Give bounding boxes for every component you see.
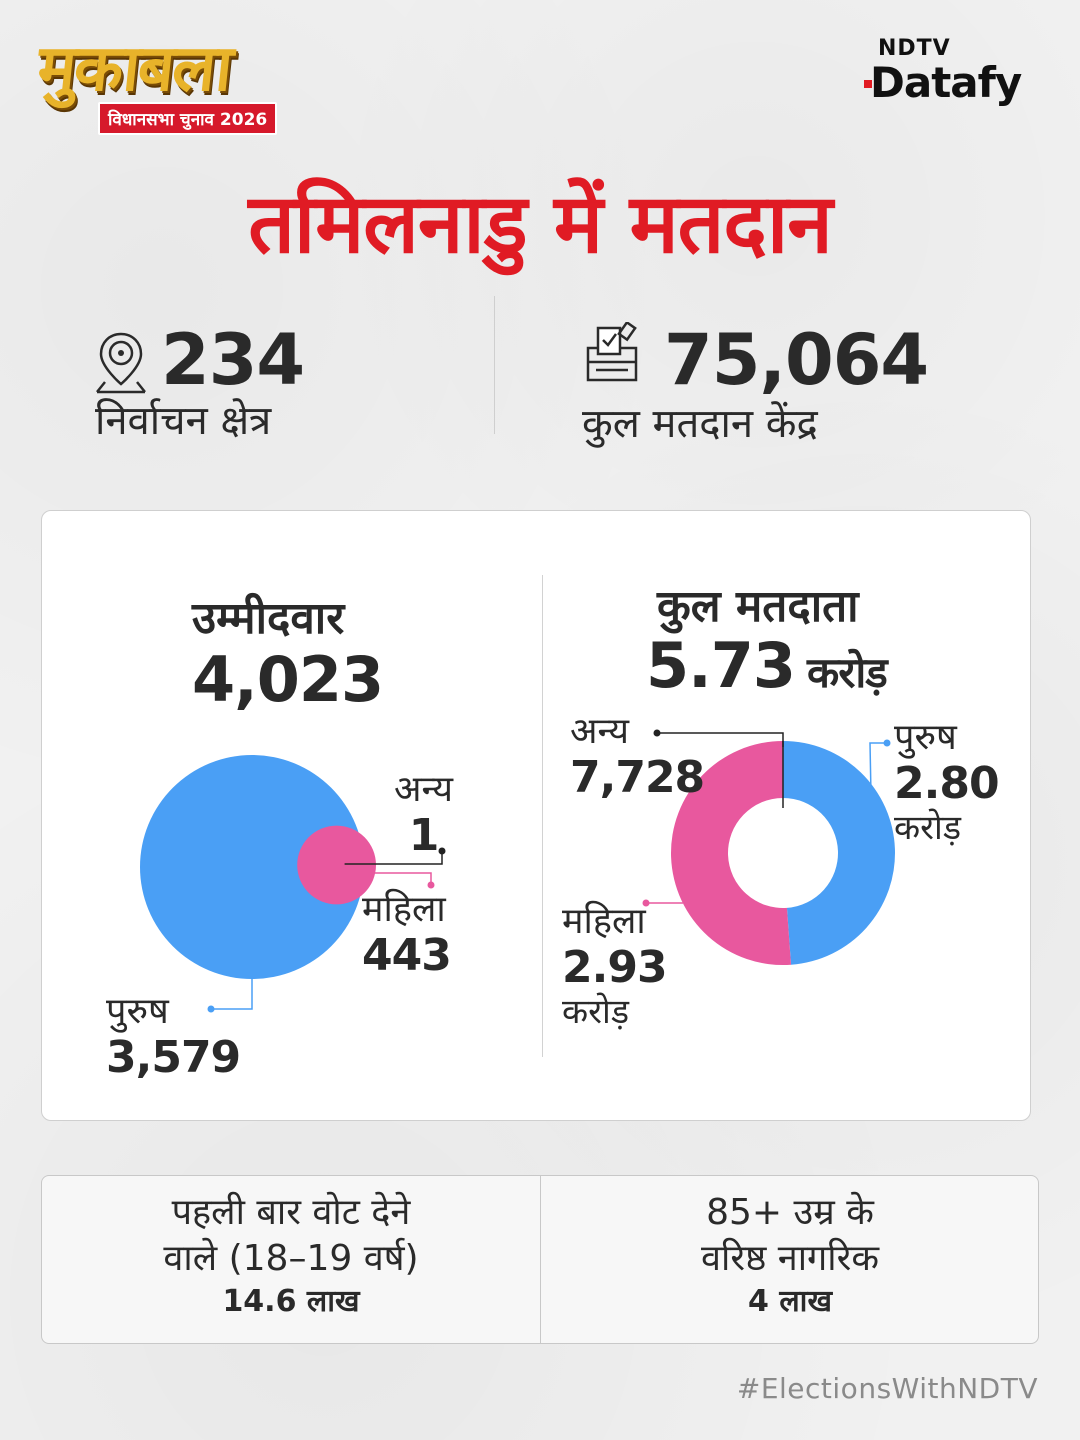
page-title: तमिलनाडु में मतदान	[248, 177, 832, 272]
cand-men-dot	[207, 1005, 215, 1013]
cand-others-label-group: अन्य 1	[394, 769, 453, 861]
cand-men-label: पुरुष	[106, 991, 169, 1032]
first-time-value: 14.6 लाख	[222, 1284, 360, 1319]
voters-men-value: 2.80	[894, 758, 1000, 809]
brand-dot	[864, 80, 872, 88]
voters-others-label: अन्य	[570, 711, 630, 752]
candidates-total: 4,023	[192, 643, 384, 716]
voters-men-leader	[869, 742, 887, 796]
first-time-line2: वाले (18–19 वर्ष)	[163, 1238, 419, 1279]
cand-men-value: 3,579	[106, 1032, 241, 1083]
voters-women-label-group: महिला 2.93 करोड़	[562, 901, 668, 1032]
mukabla-logo: मुकाबला विधानसभा चुनाव 2026	[34, 30, 288, 140]
voters-women-dot	[642, 899, 650, 907]
card-divider	[542, 575, 543, 1057]
hashtag: #ElectionsWithNDTV	[736, 1372, 1038, 1405]
voters-women-value: 2.93	[562, 942, 668, 993]
senior-value: 4 लाख	[748, 1284, 832, 1319]
voters-women-unit: करोड़	[562, 992, 630, 1032]
polling-stations-label: कुल मतदान केंद्र	[582, 401, 818, 447]
constituencies-value: 234	[161, 319, 305, 401]
cand-women-dot	[427, 881, 435, 889]
cand-others-value: 1	[408, 810, 440, 861]
senior-line1: 85+ उम्र के	[706, 1192, 874, 1233]
map-pin-icon	[96, 332, 146, 394]
charts-canvas	[140, 729, 896, 1013]
voters-men-dot	[883, 739, 891, 747]
candidates-voters-card: उम्मीदवार 4,023 कुल मतदाता 5.73 करोड़ अन्…	[41, 510, 1031, 1121]
first-time-line1: पहली बार वोट देने	[171, 1192, 411, 1233]
voters-others-leader	[657, 732, 784, 747]
voters-title: कुल मतदाता	[657, 581, 859, 632]
logo-subtag: विधानसभा चुनाव 2026	[98, 102, 278, 135]
voters-others-value: 7,728	[570, 752, 705, 803]
voters-women-slice	[671, 741, 792, 965]
voters-others-label-group: अन्य 7,728	[570, 711, 705, 803]
voters-total-unit: करोड़	[806, 648, 888, 697]
voters-others-dot	[653, 729, 661, 737]
senior-line2: वरिष्ठ नागरिक	[701, 1238, 879, 1279]
cand-others-dot	[438, 847, 446, 855]
constituencies-label: निर्वाचन क्षेत्र	[95, 398, 272, 444]
cand-women-leader	[344, 872, 432, 885]
cand-women-label-group: महिला 443	[362, 889, 452, 981]
bottom-divider	[540, 1176, 541, 1343]
ballot-box-icon	[586, 322, 638, 382]
cand-others-leader	[344, 851, 443, 865]
voters-men-unit: करोड़	[894, 808, 962, 848]
cand-men-leader	[211, 979, 253, 1010]
voters-women-label: महिला	[562, 901, 646, 942]
voters-men-slice	[783, 741, 896, 965]
cand-men-label-group: पुरुष 3,579	[106, 991, 241, 1083]
cand-women-bubble	[297, 825, 376, 905]
ndtv-datafy-logo: NDTV Datafy	[864, 36, 1040, 108]
cand-women-label: महिला	[362, 889, 446, 930]
voters-total-row: 5.73 करोड़	[646, 629, 888, 708]
cand-others-label: अन्य	[394, 769, 454, 810]
senior-citizens: 85+ उम्र के वरिष्ठ नागरिक 4 लाख	[541, 1190, 1039, 1322]
voters-total: 5.73	[646, 629, 796, 702]
brand-top: NDTV	[878, 36, 951, 61]
candidates-title: उम्मीदवार	[192, 593, 345, 644]
first-time-voters: पहली बार वोट देने वाले (18–19 वर्ष) 14.6…	[42, 1190, 540, 1322]
voters-men-label-group: पुरुष 2.80 करोड़	[894, 717, 1000, 848]
special-voters-card: पहली बार वोट देने वाले (18–19 वर्ष) 14.6…	[41, 1175, 1039, 1344]
cand-women-value: 443	[362, 930, 452, 981]
polling-stations-value: 75,064	[664, 319, 929, 401]
voters-men-label: पुरुष	[894, 717, 957, 758]
stats-divider	[494, 296, 495, 434]
logo-text: मुकाबला	[34, 32, 235, 106]
brand-bottom: Datafy	[870, 58, 1022, 107]
cand-men-bubble	[140, 755, 364, 979]
